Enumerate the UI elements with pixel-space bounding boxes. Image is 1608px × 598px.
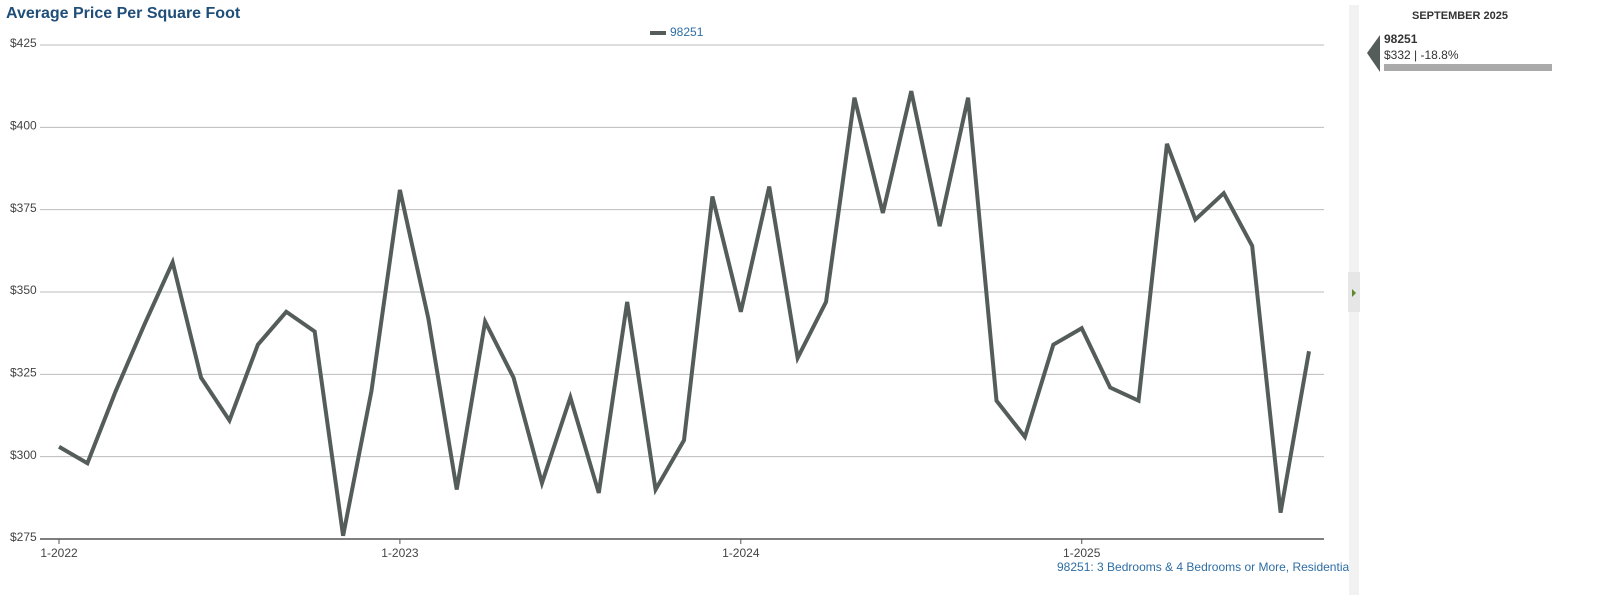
panel-bar: [1384, 64, 1552, 71]
panel-name: 98251: [1384, 32, 1418, 46]
y-tick-label: $300: [10, 448, 37, 462]
panel-pointer: [1367, 35, 1380, 72]
x-tick-label: 1-2024: [722, 546, 760, 560]
series-line: [57, 90, 1311, 537]
panel-detail: $332 | -18.8%: [1384, 48, 1459, 62]
legend-label: 98251: [670, 25, 704, 39]
toggle-arrow: [1352, 289, 1356, 297]
panel-period: SEPTEMBER 2025: [1412, 10, 1508, 22]
x-tick-label: 1-2025: [1063, 546, 1101, 560]
y-tick-label: $400: [10, 119, 37, 133]
y-tick-label: $275: [10, 530, 37, 544]
y-tick-label: $325: [10, 366, 37, 380]
y-tick-label: $425: [10, 36, 37, 50]
footnote: 98251: 3 Bedrooms & 4 Bedrooms or More, …: [1057, 560, 1352, 574]
chart-title: Average Price Per Square Foot: [6, 5, 241, 22]
y-tick-label: $350: [10, 283, 37, 297]
x-tick-label: 1-2023: [381, 546, 419, 560]
x-tick-label: 1-2022: [40, 546, 78, 560]
y-tick-label: $375: [10, 201, 37, 215]
